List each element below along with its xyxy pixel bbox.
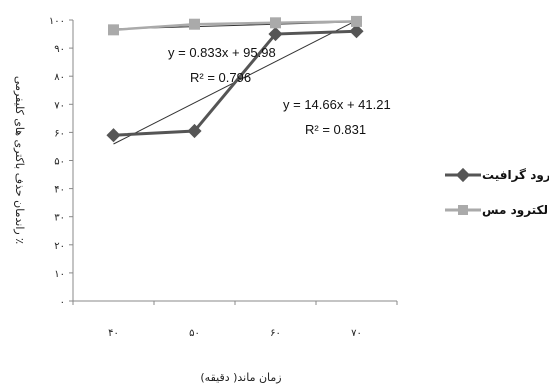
y-axis-title: راندمان حذف باکتری های کلیفرمی ٪ [13,76,26,244]
data-point-graphite [268,26,283,42]
data-point-copper [189,18,200,30]
y-tick-label: ۱۰۰ [49,16,65,27]
x-tick-label: ۷۰ [351,328,362,339]
data-point-graphite [349,24,364,39]
y-tick-label: ۲۰ [54,241,65,252]
y-tick-label: ۸۰ [54,72,65,83]
data-point-copper [351,15,362,27]
data-point-graphite [106,128,121,143]
data-point-copper [108,24,119,36]
y-tick-label: ۰ [60,297,65,308]
legend-item-graphite: الکترود گرافیت [445,167,549,183]
legend: الکترود گرافیت الکترود مس [445,167,549,218]
y-tick-label: ۵۰ [54,157,65,168]
y-tick-label: ۱۰ [54,269,65,280]
y-ticks: ۰ ۱۰ ۲۰ ۳۰ ۴۰ ۵۰ ۶۰ ۷۰ ۸۰ ۹۰ ۱۰۰ [49,16,73,308]
y-tick-label: ۳۰ [54,213,65,224]
legend-item-copper: الکترود مس [445,203,549,218]
graphite-trend-r2: R² = 0.831 [305,122,366,137]
x-axis-title: زمان ماند( دقیقه) [200,371,281,384]
series-line-graphite [113,29,357,137]
x-tick-label: ۵۰ [189,328,200,339]
graphite-trend-equation: y = 14.66x + 41.21 [283,97,391,112]
series-lines [113,20,357,137]
copper-trend-r2: R² = 0.796 [190,70,251,85]
y-tick-label: ۴۰ [54,185,65,196]
y-tick-label: ۷۰ [54,100,65,111]
data-point-copper [270,17,281,29]
copper-trend-equation: y = 0.833x + 95.98 [168,45,276,60]
y-tick-label: ۹۰ [54,44,65,55]
x-tick-label: ۴۰ [108,328,119,339]
data-point-graphite [187,123,202,139]
y-tick-label: ۶۰ [54,128,65,139]
plot-area: ۰ ۱۰ ۲۰ ۳۰ ۴۰ ۵۰ ۶۰ ۷۰ ۸۰ ۹۰ ۱۰۰ ۴۰ ۵۰ ۶۰ ۷۰ [49,15,398,339]
series-markers [106,15,364,143]
x-ticks: ۴۰ ۵۰ ۶۰ ۷۰ [72,301,398,339]
legend-label-copper: الکترود مس [482,203,549,218]
series-line-copper [113,20,357,32]
legend-marker-copper [458,205,468,215]
legend-label-graphite: الکترود گرافیت [482,168,549,183]
x-tick-label: ۶۰ [270,328,281,339]
legend-marker-graphite [455,167,471,183]
